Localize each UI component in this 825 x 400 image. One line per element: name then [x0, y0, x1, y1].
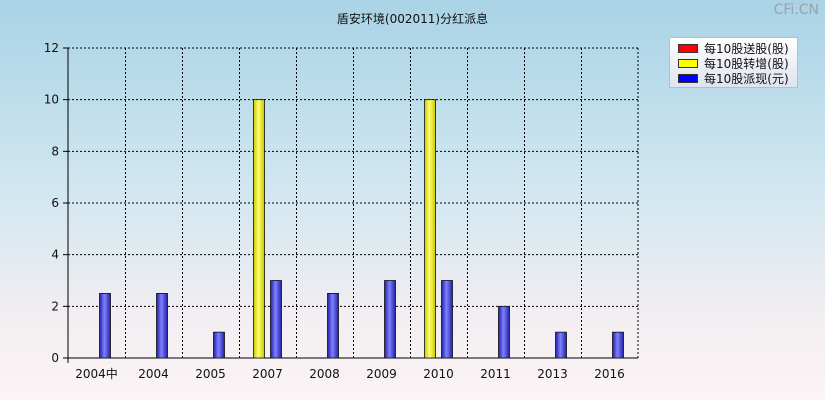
legend-label-zhuan: 每10股转增(股) — [704, 56, 789, 71]
bar-pai-2 — [213, 331, 225, 359]
x-tick-label: 2009 — [366, 367, 397, 381]
legend-label-song: 每10股送股(股) — [704, 41, 789, 56]
x-tick-label: 2007 — [252, 367, 283, 381]
x-tick-label: 2004 — [138, 367, 169, 381]
bar-zhuan-6 — [424, 99, 436, 359]
bar-pai-5 — [384, 280, 396, 359]
bar-pai-4 — [327, 293, 339, 359]
legend-item-pai: 每10股派现(元) — [678, 71, 789, 86]
y-tick-label: 2 — [51, 299, 59, 313]
x-tick-label: 2008 — [309, 367, 340, 381]
x-tick-label: 2010 — [423, 367, 454, 381]
x-tick-label: 2013 — [537, 367, 568, 381]
bar-pai-7 — [498, 305, 510, 359]
watermark: CFi.CN — [773, 2, 819, 18]
y-tick-label: 10 — [44, 93, 59, 107]
bar-pai-0 — [99, 293, 111, 359]
bar-pai-9 — [612, 331, 624, 359]
y-tick-label: 4 — [51, 248, 59, 262]
bar-zhuan-3 — [253, 99, 265, 359]
chart-title: 盾安环境(002011)分红派息 — [336, 12, 489, 26]
legend: 每10股送股(股) 每10股转增(股) 每10股派现(元) — [669, 37, 798, 88]
legend-item-song: 每10股送股(股) — [678, 41, 789, 56]
y-tick-label: 8 — [51, 144, 59, 158]
y-tick-label: 0 — [51, 351, 59, 365]
legend-swatch-zhuan — [678, 58, 698, 68]
bar-pai-1 — [156, 293, 168, 359]
bar-pai-3 — [270, 280, 282, 359]
x-tick-label: 2016 — [594, 367, 625, 381]
y-tick-label: 6 — [51, 196, 59, 210]
y-tick-label: 12 — [44, 41, 59, 55]
bar-pai-6 — [441, 280, 453, 359]
x-tick-label: 2011 — [480, 367, 511, 381]
legend-label-pai: 每10股派现(元) — [704, 71, 789, 86]
bar-pai-8 — [555, 331, 567, 359]
x-tick-label: 2004中 — [75, 366, 118, 381]
legend-swatch-song — [678, 43, 698, 53]
legend-item-zhuan: 每10股转增(股) — [678, 56, 789, 71]
legend-swatch-pai — [678, 73, 698, 83]
x-tick-label: 2005 — [195, 367, 226, 381]
